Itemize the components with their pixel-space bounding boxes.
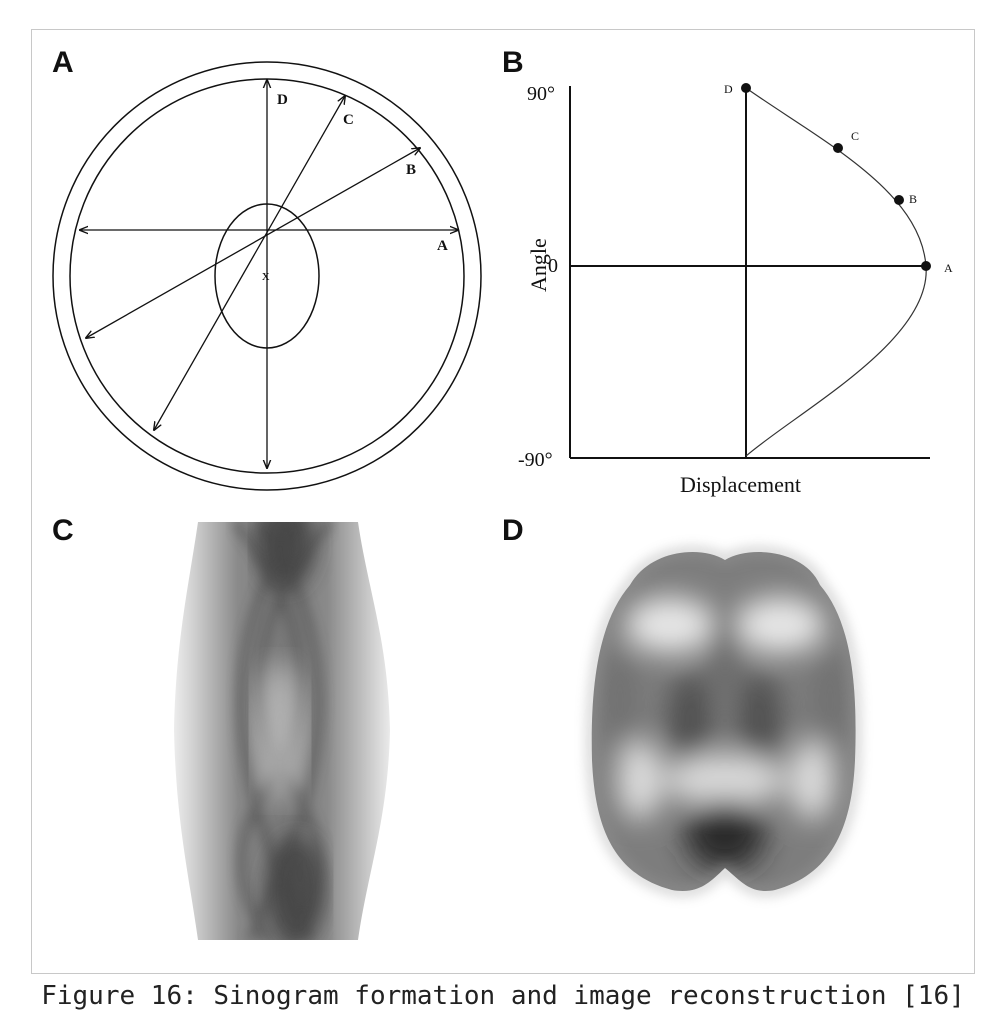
reconstructed-brain-image: [591, 552, 856, 891]
inner-ring: [69, 78, 465, 474]
panel-a-diagram: A B C D x: [52, 61, 482, 491]
point-c-label: C: [851, 129, 859, 143]
rotation-center-mark: x: [262, 268, 270, 284]
sinusoid-curve: [745, 87, 927, 457]
panel-d-letter: D: [502, 514, 524, 547]
tick-0: 0: [548, 255, 558, 277]
point-d-label: D: [724, 82, 733, 96]
point-b-label: B: [909, 192, 917, 206]
outer-ring: [52, 61, 482, 491]
panel-a-letter: A: [52, 46, 74, 79]
brain-outline-shadow: [586, 547, 861, 896]
point-a: [921, 261, 931, 271]
point-d: [741, 83, 751, 93]
label-b: B: [406, 162, 416, 178]
panel-b-graph: D C B A 90° 0 -90° Angle Displacement: [518, 82, 953, 497]
label-a: A: [437, 238, 448, 254]
figure-caption: Figure 16: Sinogram formation and image …: [41, 981, 965, 1011]
panel-c-letter: C: [52, 514, 74, 547]
point-b: [894, 195, 904, 205]
point-c: [833, 143, 843, 153]
x-axis-label: Displacement: [680, 472, 801, 497]
sinogram-image: [174, 522, 390, 940]
projection-line-b: [86, 148, 420, 338]
label-c: C: [343, 112, 354, 128]
projection-line-c: [154, 96, 345, 430]
tick-90: 90°: [527, 83, 555, 105]
y-axis-label: Angle: [526, 238, 551, 292]
label-d: D: [277, 92, 288, 108]
point-a-label: A: [944, 261, 953, 275]
tick-minus-90: -90°: [518, 449, 553, 471]
panel-b-letter: B: [502, 46, 524, 79]
